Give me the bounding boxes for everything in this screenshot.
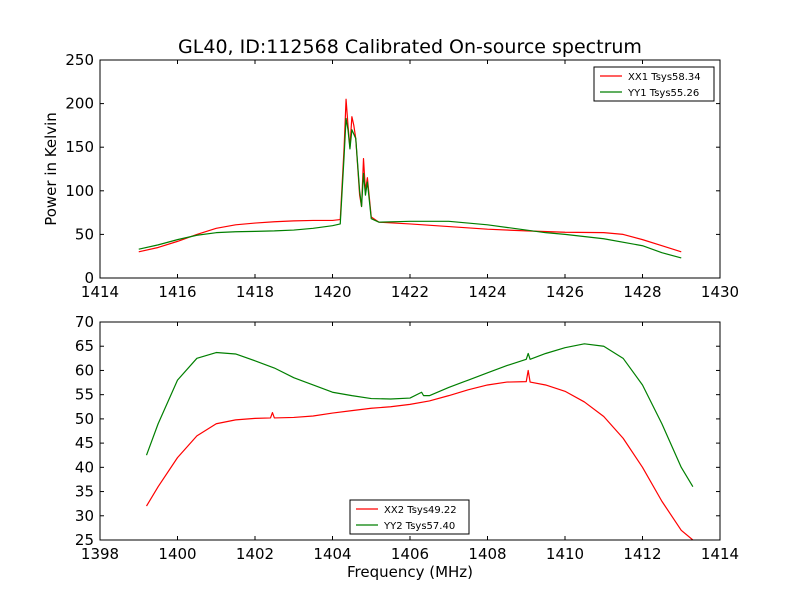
legend-box <box>593 66 715 102</box>
legend-label-2: YY2 Tsys57.40 <box>383 521 455 532</box>
y-tick-label: 50 <box>75 225 94 243</box>
chart-panel-1: 1414 1416 1418 1420 1422 1424 1426 1428 1430 0 50 1… <box>42 51 739 301</box>
y-tick-label: 55 <box>75 386 94 404</box>
chart-panel-2: 1398 1400 1402 1404 1406 1408 1410 1412 1414 25 30… <box>75 313 739 581</box>
legend: XX1 Tsys58.34 YY1 Tsys55.26 <box>593 66 715 102</box>
y-tick-label: 70 <box>75 313 94 331</box>
x-tick-label: 1406 <box>391 545 429 563</box>
y-tick-label: 100 <box>65 182 94 200</box>
y-tick-label: 25 <box>75 531 94 549</box>
x-tick-label: 1402 <box>236 545 274 563</box>
legend: XX2 Tsys49.22 YY2 Tsys57.40 <box>349 499 470 535</box>
x-tick-label: 1416 <box>158 283 196 301</box>
y-tick-label: 30 <box>75 507 94 525</box>
series-line-1 <box>145 369 694 540</box>
y-tick-label: 65 <box>75 337 94 355</box>
y-tick-label: 250 <box>65 51 94 69</box>
x-tick-label: 1430 <box>701 283 739 301</box>
x-tick-label: 1414 <box>81 283 119 301</box>
x-tick-label: 1418 <box>236 283 274 301</box>
y-tick-label: 150 <box>65 138 94 156</box>
x-tick-label: 1428 <box>623 283 661 301</box>
x-tick-label: 1414 <box>701 545 739 563</box>
x-tick-label: 1412 <box>623 545 661 563</box>
legend-box <box>349 499 470 535</box>
series-line-1 <box>138 98 682 253</box>
x-tick-label: 1408 <box>468 545 506 563</box>
x-axis-label: Frequency (MHz) <box>347 563 473 581</box>
figure-title: GL40, ID:112568 Calibrated On-source spe… <box>178 36 642 58</box>
x-tick-label: 1420 <box>313 283 351 301</box>
x-tick-label: 1424 <box>468 283 506 301</box>
y-tick-label: 200 <box>65 95 94 113</box>
y-tick-label: 50 <box>75 410 94 428</box>
y-tick-label: 60 <box>75 361 94 379</box>
x-tick-label: 1400 <box>158 545 196 563</box>
x-tick-label: 1426 <box>546 283 584 301</box>
series-line-2 <box>138 117 682 259</box>
x-tick-label: 1398 <box>81 545 119 563</box>
y-tick-label: 35 <box>75 483 94 501</box>
x-tick-label: 1410 <box>546 545 584 563</box>
y-tick-label: 0 <box>84 269 94 287</box>
x-tick-label: 1422 <box>391 283 429 301</box>
x-tick-label: 1404 <box>313 545 351 563</box>
legend-label-1: XX1 Tsys58.34 <box>628 72 701 83</box>
legend-label-1: XX2 Tsys49.22 <box>384 505 457 516</box>
y-axis-label: Power in Kelvin <box>42 112 60 226</box>
legend-label-2: YY1 Tsys55.26 <box>627 88 699 99</box>
y-tick-label: 40 <box>75 458 94 476</box>
series-line-2 <box>145 343 694 488</box>
y-tick-label: 45 <box>75 434 94 452</box>
